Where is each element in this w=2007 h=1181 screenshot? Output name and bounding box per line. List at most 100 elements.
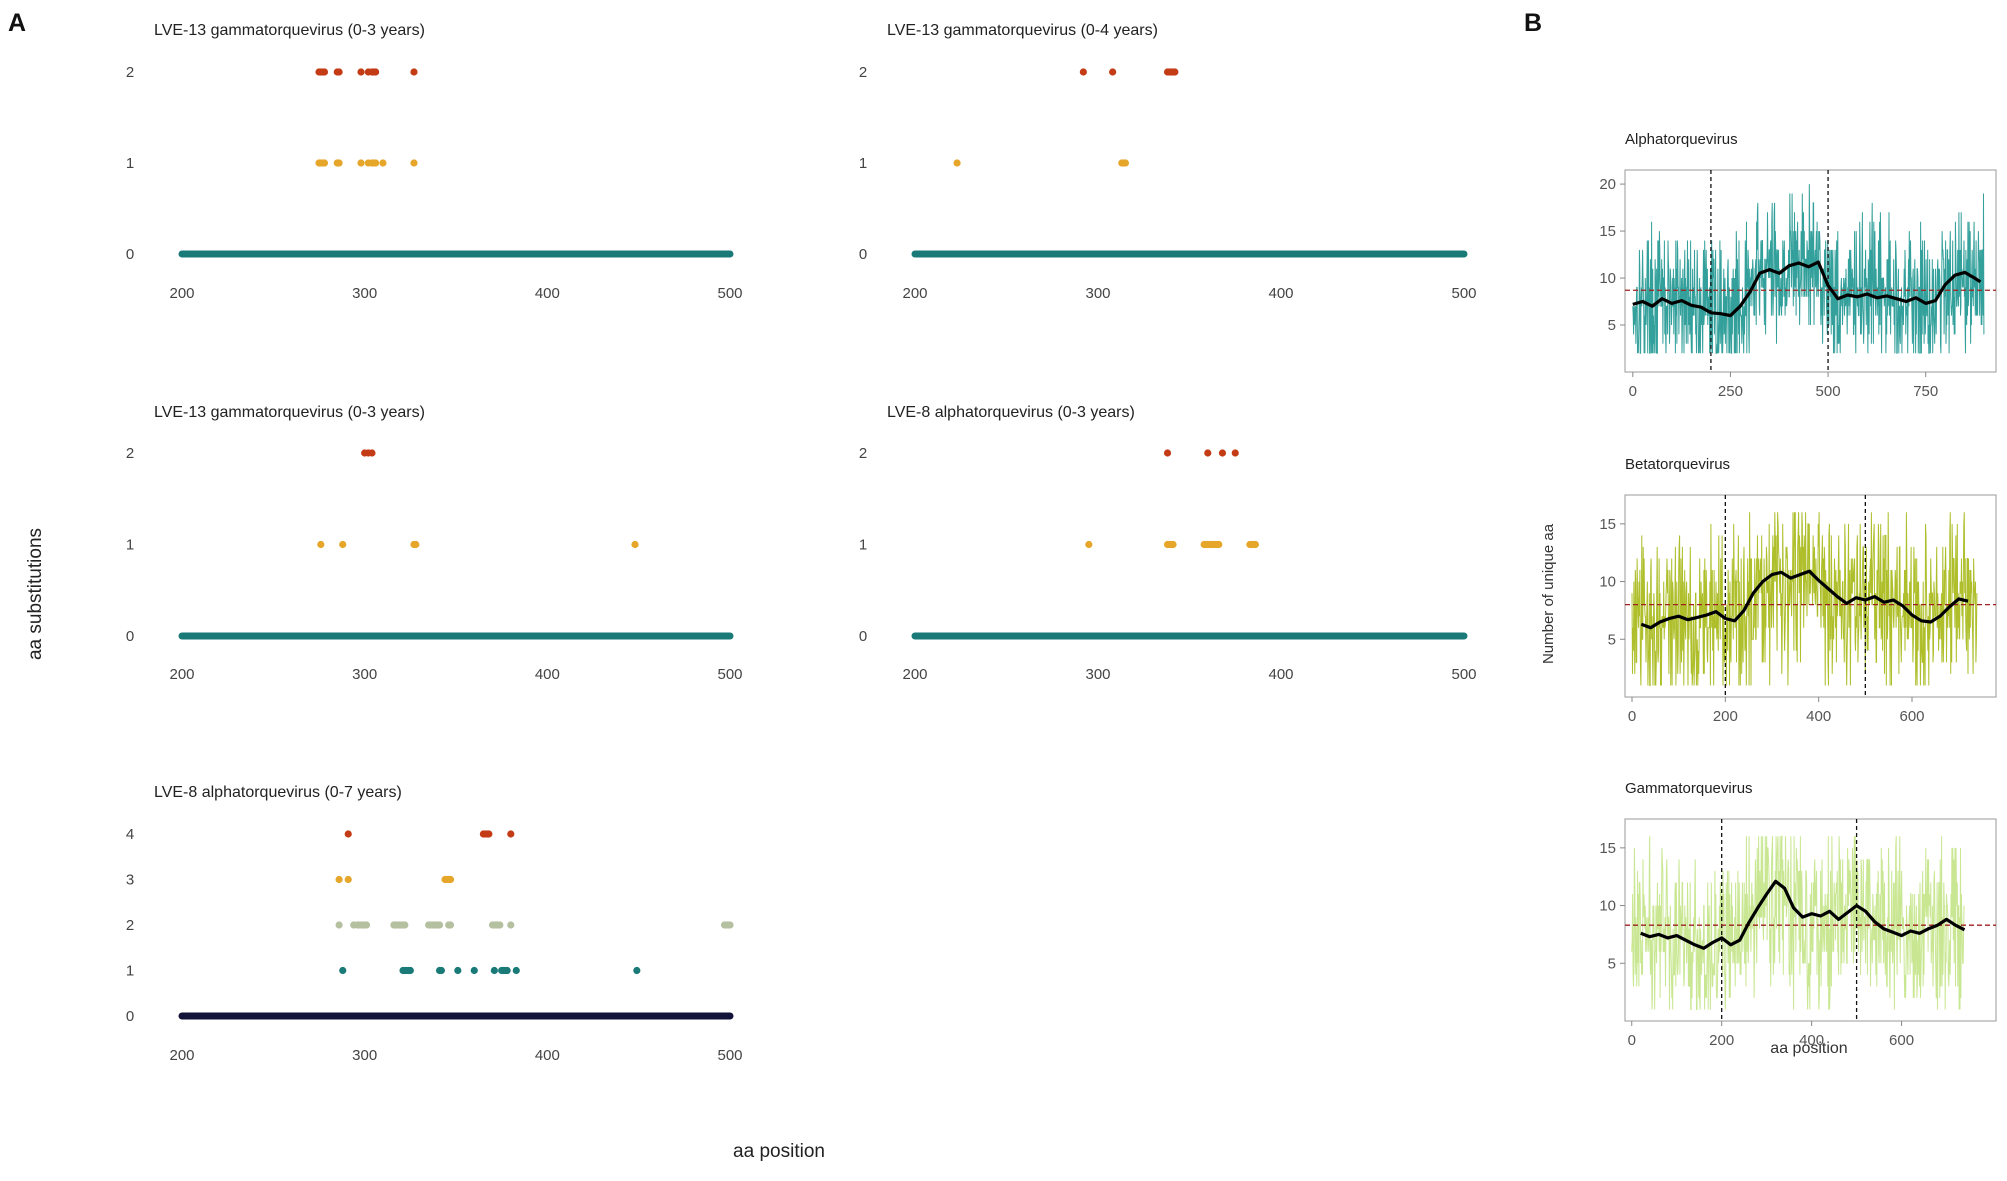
- panel-b-ylabel: Number of unique aa: [1540, 523, 1557, 664]
- substitution-point: [339, 540, 347, 549]
- substitution-point: [339, 966, 347, 975]
- x-tick-label: 500: [717, 1047, 742, 1064]
- y-tick-label: 1: [126, 537, 134, 554]
- x-tick-label: 0: [1629, 383, 1637, 400]
- substitution-point: [368, 449, 376, 457]
- x-tick-label: 200: [169, 285, 194, 302]
- panel-label-a: A: [8, 9, 26, 37]
- substitution-point: [1163, 449, 1172, 457]
- substitution-point: [357, 159, 365, 167]
- panel-b-xlabel: aa position: [1770, 1040, 1847, 1057]
- substitution-point: [1231, 449, 1239, 457]
- x-tick-label: 500: [1451, 285, 1476, 302]
- x-tick-label: 300: [352, 1047, 377, 1064]
- x-tick-label: 400: [1268, 666, 1293, 683]
- x-tick-label: 750: [1913, 383, 1938, 400]
- x-tick-label: 250: [1718, 383, 1743, 400]
- x-tick-label: 600: [1899, 708, 1924, 725]
- substitution-point: [401, 921, 409, 929]
- y-tick-label: 0: [859, 628, 867, 645]
- plot-frame: [1624, 818, 1997, 1022]
- y-tick-label: 5: [1608, 631, 1616, 648]
- substitution-point: [410, 68, 418, 76]
- dotplot-title: LVE-13 gammatorquevirus (0-3 years): [154, 404, 425, 421]
- substitution-point: [512, 966, 520, 975]
- substitution-point: [437, 966, 445, 975]
- substitution-point: [410, 159, 418, 167]
- substitution-point: [1169, 540, 1177, 549]
- substitution-point: [953, 159, 961, 167]
- y-tick-label: 10: [1599, 574, 1616, 591]
- x-tick-label: 200: [1709, 1032, 1734, 1049]
- substitution-point: [446, 921, 455, 929]
- substitution-point: [344, 875, 352, 884]
- substitution-point: [379, 159, 387, 167]
- smoothed-series-line: [1640, 569, 1969, 630]
- substitution-point: [633, 966, 641, 975]
- substitution-point: [362, 921, 371, 929]
- x-tick-label: 200: [169, 666, 194, 683]
- x-tick-label: 0: [1628, 1032, 1636, 1049]
- y-tick-label: 15: [1599, 516, 1616, 533]
- dotplot-5: LVE-8 alphatorquevirus (0-7 years) 0 1 2 3 4 2…: [126, 784, 743, 1064]
- raw-series-line: [1631, 512, 1978, 686]
- x-tick-label: 500: [717, 285, 742, 302]
- dotplot-title: LVE-13 gammatorquevirus (0-4 years): [887, 22, 1158, 39]
- y-tick-label: 10: [1599, 270, 1616, 287]
- charts: LVE-13 gammatorquevirus (0-3 years) 0 1 2 20…: [126, 22, 1997, 1064]
- lineplot-2: Betatorquevirus 5 10 15 0 200 400 600: [1599, 456, 1997, 725]
- y-tick-label: 2: [859, 445, 867, 462]
- substitution-point: [372, 159, 380, 167]
- substitution-point: [485, 830, 493, 838]
- lineplot-title: Betatorquevirus: [1625, 456, 1730, 473]
- plot-area: [1625, 170, 1996, 372]
- x-tick-label: 300: [1085, 666, 1110, 683]
- substitution-point: [1079, 68, 1087, 76]
- y-tick-label: 15: [1599, 223, 1616, 240]
- x-tick-label: 200: [902, 666, 927, 683]
- substitution-point: [454, 966, 462, 975]
- dotplot-title: LVE-8 alphatorquevirus (0-7 years): [154, 784, 402, 801]
- y-tick-label: 0: [126, 628, 134, 645]
- plot-area: [1625, 495, 1996, 697]
- x-tick-label: 500: [1816, 383, 1841, 400]
- substitution-point: [1109, 68, 1117, 76]
- y-tick-label: 5: [1608, 317, 1616, 334]
- substitution-point: [1215, 540, 1223, 549]
- raw-series-line: [1632, 184, 1985, 354]
- panel-a-xlabel: aa position: [733, 1141, 825, 1162]
- x-tick-label: 200: [169, 1047, 194, 1064]
- x-tick-label: 200: [902, 285, 927, 302]
- x-tick-label: 600: [1889, 1032, 1914, 1049]
- panel-label-b: B: [1524, 9, 1542, 37]
- substitution-point: [317, 540, 325, 549]
- y-tick-label: 1: [126, 963, 134, 980]
- substitution-point: [435, 921, 444, 929]
- substitution-point: [726, 921, 734, 929]
- substitution-point: [1204, 449, 1212, 457]
- x-tick-label: 400: [1268, 285, 1293, 302]
- y-tick-label: 15: [1599, 840, 1616, 857]
- x-tick-label: 0: [1628, 708, 1636, 725]
- dotplot-title: LVE-8 alphatorquevirus (0-3 years): [887, 404, 1135, 421]
- substitution-point: [335, 68, 343, 76]
- x-tick-label: 300: [352, 666, 377, 683]
- dotplot-title: LVE-13 gammatorquevirus (0-3 years): [154, 22, 425, 39]
- substitution-point: [320, 68, 329, 76]
- substitution-point: [1085, 540, 1093, 549]
- substitution-point: [1218, 449, 1227, 457]
- substitution-point: [507, 921, 515, 929]
- substitution-point: [344, 830, 352, 838]
- substitution-point: [1251, 540, 1259, 549]
- x-tick-label: 300: [1085, 285, 1110, 302]
- x-tick-label: 300: [352, 285, 377, 302]
- substitution-point: [335, 875, 343, 884]
- panel-a-ylabel: aa substitutions: [25, 528, 46, 660]
- y-tick-label: 1: [859, 155, 867, 172]
- x-tick-label: 400: [535, 285, 560, 302]
- x-tick-label: 500: [1451, 666, 1476, 683]
- substitution-point: [490, 966, 498, 975]
- y-tick-label: 1: [859, 537, 867, 554]
- y-tick-label: 3: [126, 872, 134, 889]
